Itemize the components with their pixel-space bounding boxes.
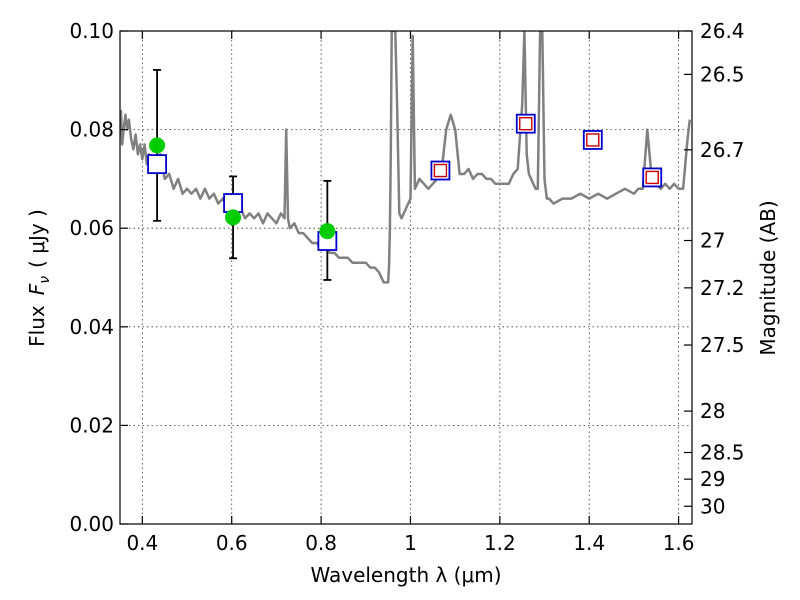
y-tick-label: 0.10 (69, 19, 114, 43)
model-photometry-square (642, 167, 663, 188)
plot-area (120, 31, 692, 284)
model-photometry-inner-square (433, 163, 448, 178)
y-tick-label: 0.02 (69, 413, 114, 437)
y-axis-label-unit: ( μJy ) (25, 209, 49, 268)
model-photometry-inner-square (519, 116, 533, 131)
tick-layer: 0.4 0.6 0.8 1 1.2 1.4 1.6 0.00 0.02 0.04 0.06 0.08 0… (69, 19, 744, 555)
model-photometry-inner-square (645, 170, 659, 185)
y-axis-label: Flux Fν ( μJy ) (25, 209, 53, 347)
x-tick-label: 1.2 (484, 531, 516, 555)
y2-axis-label: Magnitude (AB) (756, 200, 780, 355)
y2-tick-label: 30 (700, 494, 725, 518)
model-photometry-square (430, 160, 451, 181)
x-tick-label: 0.6 (216, 531, 248, 555)
model-photometry-square (582, 130, 603, 150)
y-axis-label-subscript: ν (37, 276, 53, 284)
model-photometry-inner-square (586, 133, 600, 147)
y-tick-label: 0.04 (69, 315, 114, 339)
plot-frame (119, 30, 693, 525)
spectrum-line (120, 31, 692, 284)
y2-tick-label: 27.2 (700, 276, 745, 300)
x-tick-label: 0.8 (305, 531, 337, 555)
model-photometry-square (515, 113, 536, 134)
y-axis-label-symbol: F (25, 283, 49, 295)
x-tick-label: 1.6 (663, 531, 695, 555)
observed-photometry-point (149, 137, 166, 154)
y2-tick-label: 26.5 (700, 62, 745, 86)
x-tick-label: 1.4 (573, 531, 605, 555)
observed-photometry-point (225, 209, 242, 226)
model-photometry-square (147, 154, 167, 175)
y2-tick-label: 29 (700, 467, 725, 491)
x-axis-label: Wavelength λ (μm) (310, 563, 501, 587)
y2-tick-label: 28.5 (700, 441, 745, 465)
y2-tick-label: 28 (700, 399, 725, 423)
y-tick-label: 0.08 (69, 118, 114, 142)
x-tick-label: 1 (404, 531, 417, 555)
y-tick-label: 0.00 (69, 512, 114, 536)
y2-tick-label: 27 (700, 229, 725, 253)
marker-layer (147, 113, 663, 251)
y-axis-label-prefix: Flux (25, 305, 49, 347)
x-tick-label: 0.4 (126, 531, 158, 555)
y2-tick-label: 27.5 (700, 333, 745, 357)
observed-photometry-point (319, 223, 336, 240)
y2-tick-label: 26.4 (700, 19, 745, 43)
y2-tick-label: 26.7 (700, 138, 745, 162)
grid-layer (120, 30, 692, 525)
errorbar-layer (153, 69, 332, 281)
y-tick-label: 0.06 (69, 216, 114, 240)
